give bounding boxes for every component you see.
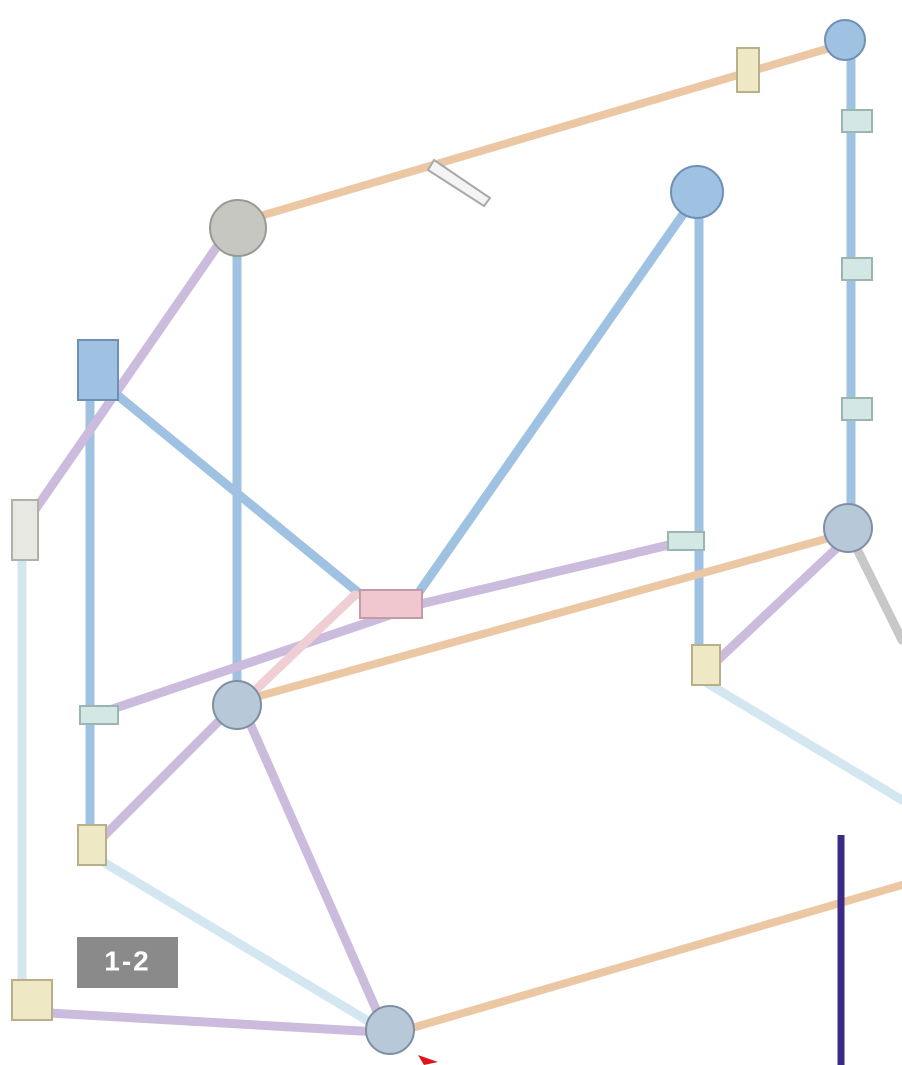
step-badge: 1-2 bbox=[77, 937, 178, 988]
connectors bbox=[12, 20, 872, 1054]
page: 1-2 (() => { const data = JSON.parse(doc… bbox=[0, 0, 902, 1065]
instruction-illustration: 1-2 bbox=[0, 0, 902, 1065]
step-label: 1-2 bbox=[104, 945, 150, 976]
